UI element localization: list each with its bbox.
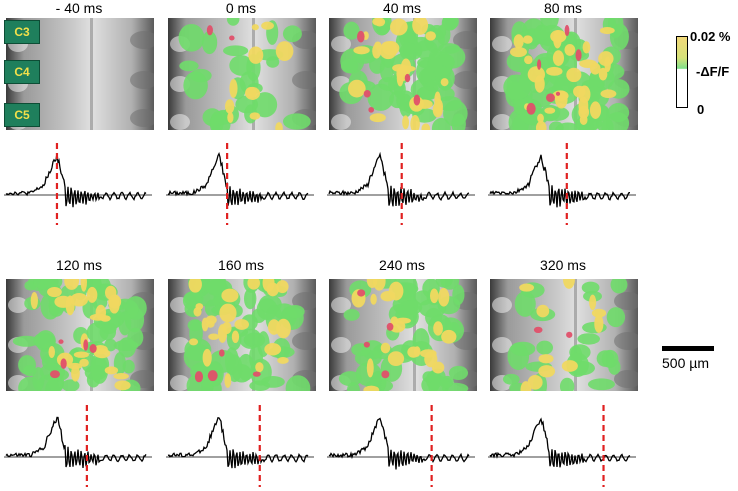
signal-trace bbox=[488, 143, 636, 225]
segment-label-c5: C5 bbox=[4, 103, 40, 127]
segment-label-c3: C3 bbox=[4, 20, 40, 44]
spinal-cord-image bbox=[490, 279, 638, 391]
signal-trace bbox=[166, 143, 314, 225]
spinal-cord-image bbox=[329, 279, 477, 391]
segment-label-c4: C4 bbox=[4, 60, 40, 84]
signal-trace bbox=[327, 405, 475, 487]
signal-trace bbox=[4, 143, 152, 225]
scale-bar bbox=[662, 346, 714, 351]
signal-trace bbox=[488, 405, 636, 487]
frame-time-label: 320 ms bbox=[540, 257, 586, 273]
frame-time-label: 160 ms bbox=[218, 257, 264, 273]
spinal-cord-image bbox=[329, 18, 477, 130]
frame-time-label: 120 ms bbox=[56, 257, 102, 273]
frame-time-label: 240 ms bbox=[379, 257, 425, 273]
colorbar-max-label: 0.02 % bbox=[690, 29, 731, 44]
signal-trace bbox=[327, 143, 475, 225]
spinal-cord-image bbox=[6, 279, 154, 391]
spinal-cord-image bbox=[490, 18, 638, 130]
signal-trace bbox=[4, 405, 152, 487]
frame-time-label: - 40 ms bbox=[55, 0, 103, 16]
signal-trace bbox=[166, 405, 314, 487]
spinal-cord-image bbox=[168, 279, 316, 391]
spinal-cord-image bbox=[168, 18, 316, 130]
colorbar bbox=[676, 36, 688, 108]
colorbar-min-label: 0 bbox=[697, 102, 705, 117]
frame-time-label: 80 ms bbox=[543, 0, 583, 16]
frame-time-label: 0 ms bbox=[225, 0, 257, 16]
scale-bar-label: 500 µm bbox=[662, 355, 709, 371]
colorbar-title: -ΔF/F bbox=[696, 64, 730, 79]
frame-time-label: 40 ms bbox=[382, 0, 422, 16]
